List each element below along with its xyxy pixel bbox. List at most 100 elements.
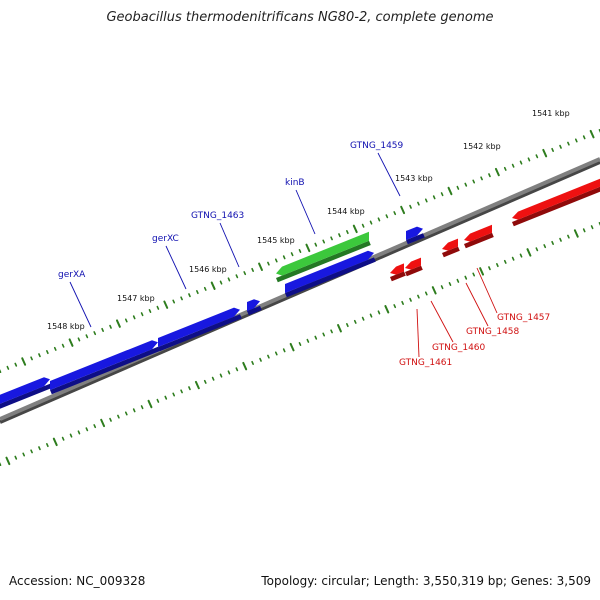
gene-arrow-GTNG_1460[interactable] — [405, 257, 423, 277]
scale-tick — [38, 353, 41, 358]
gene-arrow-GTNG_1461[interactable] — [390, 263, 406, 282]
gene-arrow-GTNG_1461-shade — [390, 271, 406, 282]
scale-tick — [393, 211, 397, 216]
scale-tick — [290, 252, 294, 257]
scale-tick — [519, 160, 523, 165]
scale-tick — [77, 430, 81, 435]
scale-tick — [68, 338, 74, 347]
leader-line-GTNG_1460 — [430, 300, 454, 343]
gene-label-kinB[interactable]: kinB — [285, 178, 305, 188]
scale-label: 1547 kbp — [117, 294, 155, 303]
scale-tick — [132, 315, 136, 320]
scale-tick — [346, 230, 349, 235]
leader-line-GTNG_1463 — [219, 222, 240, 268]
scale-tick — [210, 281, 216, 290]
scale-tick — [582, 135, 586, 140]
gene-arrow-kinB-lower[interactable] — [285, 250, 376, 298]
gene-arrow-kinB-shade — [276, 240, 371, 283]
scale-tick — [148, 308, 152, 314]
scale-tick — [400, 205, 406, 215]
scale-tick — [180, 389, 183, 394]
scale-tick — [243, 271, 247, 276]
leader-line-GTNG_1459 — [377, 152, 401, 197]
scale-tick — [227, 277, 231, 282]
scale-tick — [448, 281, 452, 287]
scale-tick — [188, 293, 191, 298]
scale-tick — [14, 455, 18, 460]
scale-tick — [424, 198, 428, 203]
gene-arrow-kinB[interactable] — [276, 231, 371, 283]
scale-tick — [440, 285, 444, 290]
scale-tick — [369, 220, 373, 225]
scale-tick — [574, 138, 578, 143]
scale-tick — [282, 348, 286, 353]
scale-tick — [542, 148, 548, 158]
gene-arrow-gerXA[interactable] — [0, 377, 52, 411]
scale-tick — [480, 176, 483, 181]
gene-arrow-gerXA-2[interactable] — [50, 340, 160, 395]
gene-arrow-GTNG_1459-body — [406, 226, 423, 240]
scale-label: 1545 kbp — [257, 236, 295, 245]
scale-label: 1542 kbp — [463, 142, 501, 151]
gene-label-GTNG_1461[interactable]: GTNG_1461 — [399, 358, 452, 368]
scale-tick — [5, 456, 11, 466]
gene-label-GTNG_1459[interactable]: GTNG_1459 — [350, 141, 404, 151]
scale-tick — [551, 240, 554, 245]
gene-arrow-GTNG_1458b-body — [464, 224, 492, 242]
scale-tick — [526, 248, 532, 257]
scale-tick — [456, 185, 460, 190]
scale-tick — [488, 266, 491, 271]
scale-tick — [203, 379, 207, 384]
scale-tick — [551, 147, 554, 152]
scale-tick — [494, 167, 500, 177]
scale-tick — [479, 267, 485, 276]
gene-arrow-gerXC[interactable] — [158, 307, 242, 352]
gene-arrow-GTNG_1457-shade — [512, 186, 600, 227]
scale-tick — [46, 350, 49, 355]
scale-tick — [140, 405, 144, 410]
gene-arrow-GTNG_1458b[interactable] — [464, 224, 494, 249]
scale-tick — [14, 362, 18, 367]
gene-arrow-kinB-lower-shade — [285, 257, 376, 298]
gene-arrow-GTNG_1458[interactable] — [442, 238, 460, 258]
gene-label-GTNG_1458[interactable]: GTNG_1458 — [466, 327, 520, 337]
scale-tick — [38, 446, 41, 451]
scale-tick — [30, 449, 33, 454]
scale-tick — [559, 144, 562, 149]
scale-tick — [409, 297, 412, 302]
gene-arrow-GTNG_1463[interactable] — [247, 299, 262, 316]
scale-tick — [503, 259, 507, 264]
scale-tick — [361, 223, 365, 228]
gene-arrow-GTNG_1459[interactable] — [406, 226, 425, 245]
leader-line-GTNG_1457 — [476, 267, 498, 314]
scale-tick — [61, 343, 65, 348]
scale-tick — [124, 318, 128, 323]
scale-tick — [251, 360, 254, 365]
accession-text: Accession: NC_009328 — [9, 574, 146, 588]
scale-tick — [203, 286, 207, 291]
scale-tick — [46, 443, 49, 448]
scale-tick — [322, 239, 326, 244]
scale-tick — [377, 310, 381, 315]
gene-label-gerXC[interactable]: gerXC — [152, 234, 179, 244]
scale-tick — [85, 334, 89, 339]
scale-tick — [456, 278, 460, 283]
scale-tick — [0, 369, 2, 374]
scale-tick — [282, 255, 286, 260]
gene-label-GTNG_1460[interactable]: GTNG_1460 — [432, 343, 486, 353]
leader-line-GTNG_1458 — [465, 282, 489, 327]
scale-tick — [196, 290, 199, 295]
scale-tick — [314, 242, 318, 247]
scale-tick — [274, 258, 278, 263]
gene-arrow-GTNG_1463-shade — [247, 305, 262, 316]
gene-arrow-GTNG_1457[interactable] — [512, 175, 600, 227]
leader-line-GTNG_1461 — [416, 308, 420, 358]
gene-label-GTNG_1457[interactable]: GTNG_1457 — [497, 313, 550, 323]
scale-tick — [527, 157, 531, 162]
scale-tick — [298, 249, 302, 253]
gene-label-gerXA[interactable]: gerXA — [58, 270, 86, 280]
scale-tick — [109, 417, 112, 422]
scale-tick — [384, 305, 390, 314]
gene-arrow-kinB-body — [276, 231, 369, 276]
gene-label-GTNG_1463[interactable]: GTNG_1463 — [191, 211, 244, 221]
